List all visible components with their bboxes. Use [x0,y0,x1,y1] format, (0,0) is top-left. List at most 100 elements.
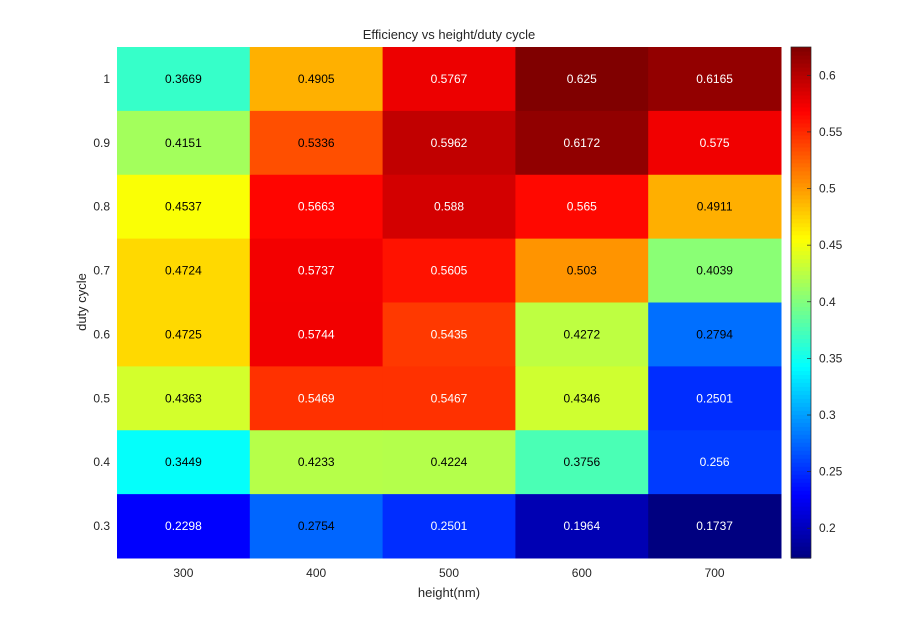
heatmap-cell [648,302,782,367]
colorbar-segment [791,170,811,176]
heatmap-cell [382,302,516,367]
colorbar-segment [791,334,811,340]
x-tick-labels: 300 400 500 600 700 [173,566,725,580]
colorbar-segment [791,242,811,248]
cell-value-label: 0.503 [567,264,597,278]
y-tick-label: 0.6 [93,327,110,341]
colorbar-segment [791,338,811,344]
cell-value-label: 0.4725 [165,327,202,341]
colorbar-segment [791,138,811,144]
cell-value-label: 0.565 [567,200,597,214]
colorbar-segment [791,374,811,379]
colorbar-segment [791,386,811,391]
colorbar-segment [791,106,811,112]
colorbar-segment [791,50,811,56]
colorbar-segment [791,422,811,427]
colorbar-segment [791,278,811,284]
colorbar-segment [791,286,811,292]
colorbar-segment [791,314,811,320]
colorbar-segment [791,322,811,328]
colorbar-segment [791,494,811,499]
y-tick-label: 0.5 [93,391,110,405]
heatmap-cell [515,430,649,495]
y-tick-labels: 1 0.9 0.8 0.7 0.6 0.5 0.4 0.3 [93,72,110,533]
colorbar-segment [791,554,811,559]
colorbar-segment [791,186,811,192]
colorbar-segment [791,470,811,475]
heatmap-cell [117,238,251,303]
colorbar-segment [791,330,811,336]
colorbar-segment [791,478,811,483]
y-tick-label: 1 [103,72,110,86]
colorbar-segment [791,390,811,395]
colorbar-segment [791,362,811,367]
x-tick-label: 500 [439,566,459,580]
colorbar-tick-label: 0.45 [819,238,843,252]
colorbar-segment [791,394,811,399]
cell-value-label: 0.5737 [298,264,335,278]
heatmap-cell [515,174,649,240]
colorbar-segment [791,514,811,519]
cell-value-label: 0.2501 [696,391,733,405]
colorbar-segment [791,47,811,52]
colorbar-segment [791,114,811,120]
colorbar-segment [791,238,811,244]
colorbar-segment [791,254,811,260]
colorbar-segment [791,550,811,555]
colorbar-segment [791,542,811,547]
heatmap-cell [648,47,782,112]
heatmap-cell [515,47,649,112]
colorbar-segment [791,426,811,431]
y-tick-label: 0.4 [93,455,110,469]
colorbar-segment [791,302,811,308]
colorbar-segment [791,462,811,467]
heatmap-cell [648,430,782,495]
colorbar-segment [791,474,811,479]
colorbar-segment [791,370,811,375]
cell-value-label: 0.3756 [563,455,600,469]
heatmap-cell [515,302,649,367]
heatmap-cell [515,494,649,559]
colorbar-segment [791,458,811,463]
heatmap-cell [117,110,251,176]
colorbar-segment [791,522,811,527]
colorbar-segment [791,442,811,447]
colorbar-segment [791,94,811,100]
cell-value-label: 0.6165 [696,72,733,86]
colorbar-segment [791,538,811,543]
heatmap-cell [648,110,782,176]
heatmap-cell [382,110,516,176]
cell-value-label: 0.4724 [165,264,202,278]
colorbar: 0.2 0.25 0.3 0.35 0.4 0.45 0.5 0.55 0.6 [790,46,843,559]
x-tick-label: 300 [173,566,193,580]
chart-title: Efficiency vs height/duty cycle [363,27,535,42]
cell-value-label: 0.3669 [165,72,202,86]
colorbar-segment [791,154,811,160]
heatmap-cell [117,302,251,367]
colorbar-segment [791,134,811,140]
colorbar-segment [791,430,811,435]
heatmap-cell [382,174,516,240]
colorbar-segment [791,518,811,523]
colorbar-segment [791,270,811,276]
y-tick-label: 0.8 [93,200,110,214]
cell-value-label: 0.5435 [431,327,468,341]
heatmap-cell [648,366,782,431]
colorbar-segment [791,234,811,240]
colorbar-segment [791,402,811,407]
colorbar-segment [791,454,811,459]
x-axis-label: height(nm) [418,585,480,600]
colorbar-segment [791,490,811,495]
colorbar-segment [791,366,811,371]
colorbar-segment [791,546,811,551]
colorbar-segment [791,310,811,316]
colorbar-frame [790,46,812,559]
y-tick-label: 0.9 [93,136,110,150]
colorbar-segment [791,354,811,359]
colorbar-segment [791,506,811,511]
cell-value-label: 0.4537 [165,200,202,214]
heatmap-cell [382,494,516,559]
heatmap-cell [648,174,782,240]
heatmap-cell [249,430,384,495]
heatmap-cell [648,494,782,559]
